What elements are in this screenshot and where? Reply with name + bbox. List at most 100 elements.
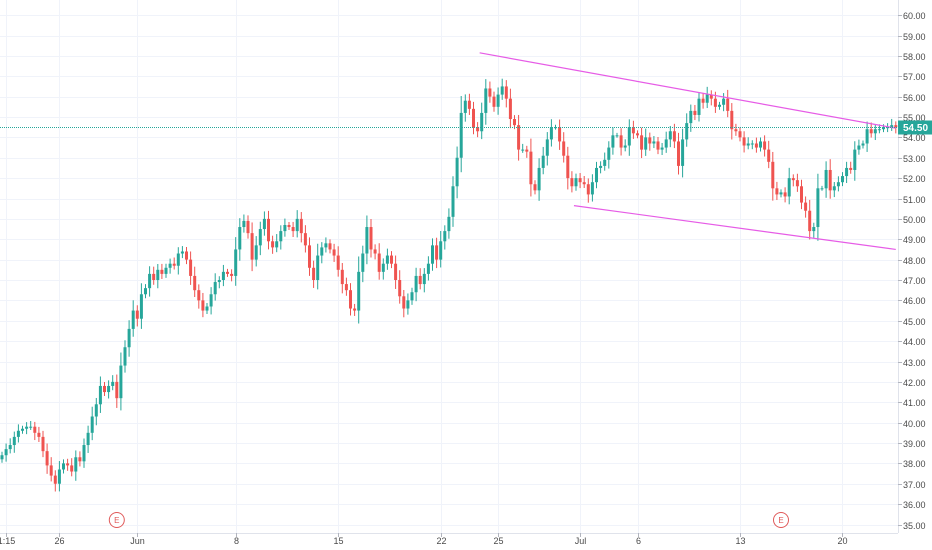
candle <box>398 270 402 304</box>
y-tick-label: 51.00 <box>903 195 926 205</box>
x-tick-label: 1:15 <box>0 536 15 546</box>
candle <box>328 239 332 254</box>
candle <box>53 470 57 492</box>
candle <box>205 303 209 315</box>
candle-body <box>21 428 24 431</box>
candle <box>500 78 504 100</box>
candle-body <box>869 129 873 134</box>
candle <box>262 211 266 236</box>
candle-body <box>754 143 758 148</box>
candle-body <box>148 273 152 289</box>
candle-body <box>845 167 849 177</box>
candle <box>734 123 738 136</box>
candle <box>763 135 767 157</box>
candle <box>832 181 836 198</box>
candle-body <box>873 129 877 134</box>
candle-body <box>172 263 176 266</box>
candle <box>242 214 246 233</box>
candle <box>324 237 328 253</box>
candle-body <box>29 426 33 428</box>
candle-body <box>718 104 721 107</box>
candle-body <box>705 94 709 103</box>
candle-body <box>660 147 664 150</box>
candle-body <box>763 141 767 150</box>
candle-body <box>279 231 283 242</box>
candles <box>0 78 902 492</box>
candle-body <box>193 275 197 291</box>
candle-body <box>398 280 402 297</box>
candle <box>681 128 685 178</box>
candle <box>730 103 734 140</box>
candle-body <box>70 465 74 472</box>
candle <box>377 243 381 280</box>
candle-body <box>74 457 78 472</box>
candle-body <box>533 184 537 191</box>
y-tick-label: 52.00 <box>903 174 926 184</box>
candle-body <box>513 119 516 126</box>
candle <box>164 263 168 278</box>
candle <box>709 90 713 106</box>
candle <box>574 173 578 191</box>
candle-body <box>636 133 639 136</box>
time-axis[interactable]: 1:15 26 Jun 8 15 22 25 Jul 6 13 20 <box>0 533 848 546</box>
candle-body <box>525 149 529 152</box>
candle-body <box>472 108 475 128</box>
candle-body <box>865 129 869 144</box>
candle-body <box>672 131 676 142</box>
candle <box>836 176 840 192</box>
candle <box>82 438 86 468</box>
candle <box>160 263 164 279</box>
candle-body <box>451 186 455 217</box>
candle-body <box>853 149 857 170</box>
candle <box>308 237 311 276</box>
candle <box>12 431 16 453</box>
candle <box>451 176 455 227</box>
candle-body <box>168 263 172 268</box>
candle-body <box>107 385 111 393</box>
candle-body <box>435 245 439 260</box>
candle <box>746 137 750 150</box>
trendlines[interactable] <box>479 52 896 251</box>
y-tick-label: 38.00 <box>903 459 926 469</box>
candle-body <box>185 251 188 260</box>
candle-body <box>607 147 611 160</box>
candle-body <box>623 145 627 148</box>
y-tick-label: 47.00 <box>903 276 926 286</box>
earnings-marker <box>108 512 125 528</box>
candle <box>849 161 853 174</box>
candle-body <box>882 127 885 130</box>
candle-body <box>394 263 398 280</box>
price-axis[interactable]: 35.00 36.00 37.00 38.00 39.00 40.00 41.00 42.00… <box>898 11 926 531</box>
candle <box>230 269 234 282</box>
candle <box>0 451 4 463</box>
candle-body <box>287 224 291 228</box>
candle <box>828 159 832 199</box>
y-tick-label: 40.00 <box>903 419 926 429</box>
price-badge-bg <box>898 120 932 135</box>
candle-body <box>57 469 61 484</box>
y-tick-label: 57.00 <box>903 72 926 82</box>
candle <box>29 420 33 430</box>
candle <box>418 268 422 290</box>
candle <box>189 251 193 285</box>
candle-body <box>303 233 307 246</box>
candle <box>800 179 803 210</box>
candle-body <box>574 178 578 187</box>
candle-body <box>640 135 644 150</box>
candle <box>78 451 82 467</box>
candle <box>861 140 865 149</box>
candle-body <box>611 135 615 148</box>
candle-body <box>119 365 123 399</box>
candle-body <box>713 98 717 107</box>
candle <box>86 425 90 453</box>
candle <box>336 246 340 277</box>
candle-body <box>262 218 266 230</box>
candle <box>258 221 262 256</box>
candle-body <box>484 88 488 113</box>
candle-body <box>459 112 463 158</box>
candle-body <box>33 426 37 433</box>
candle-body <box>508 98 512 120</box>
candle-body <box>722 98 726 105</box>
